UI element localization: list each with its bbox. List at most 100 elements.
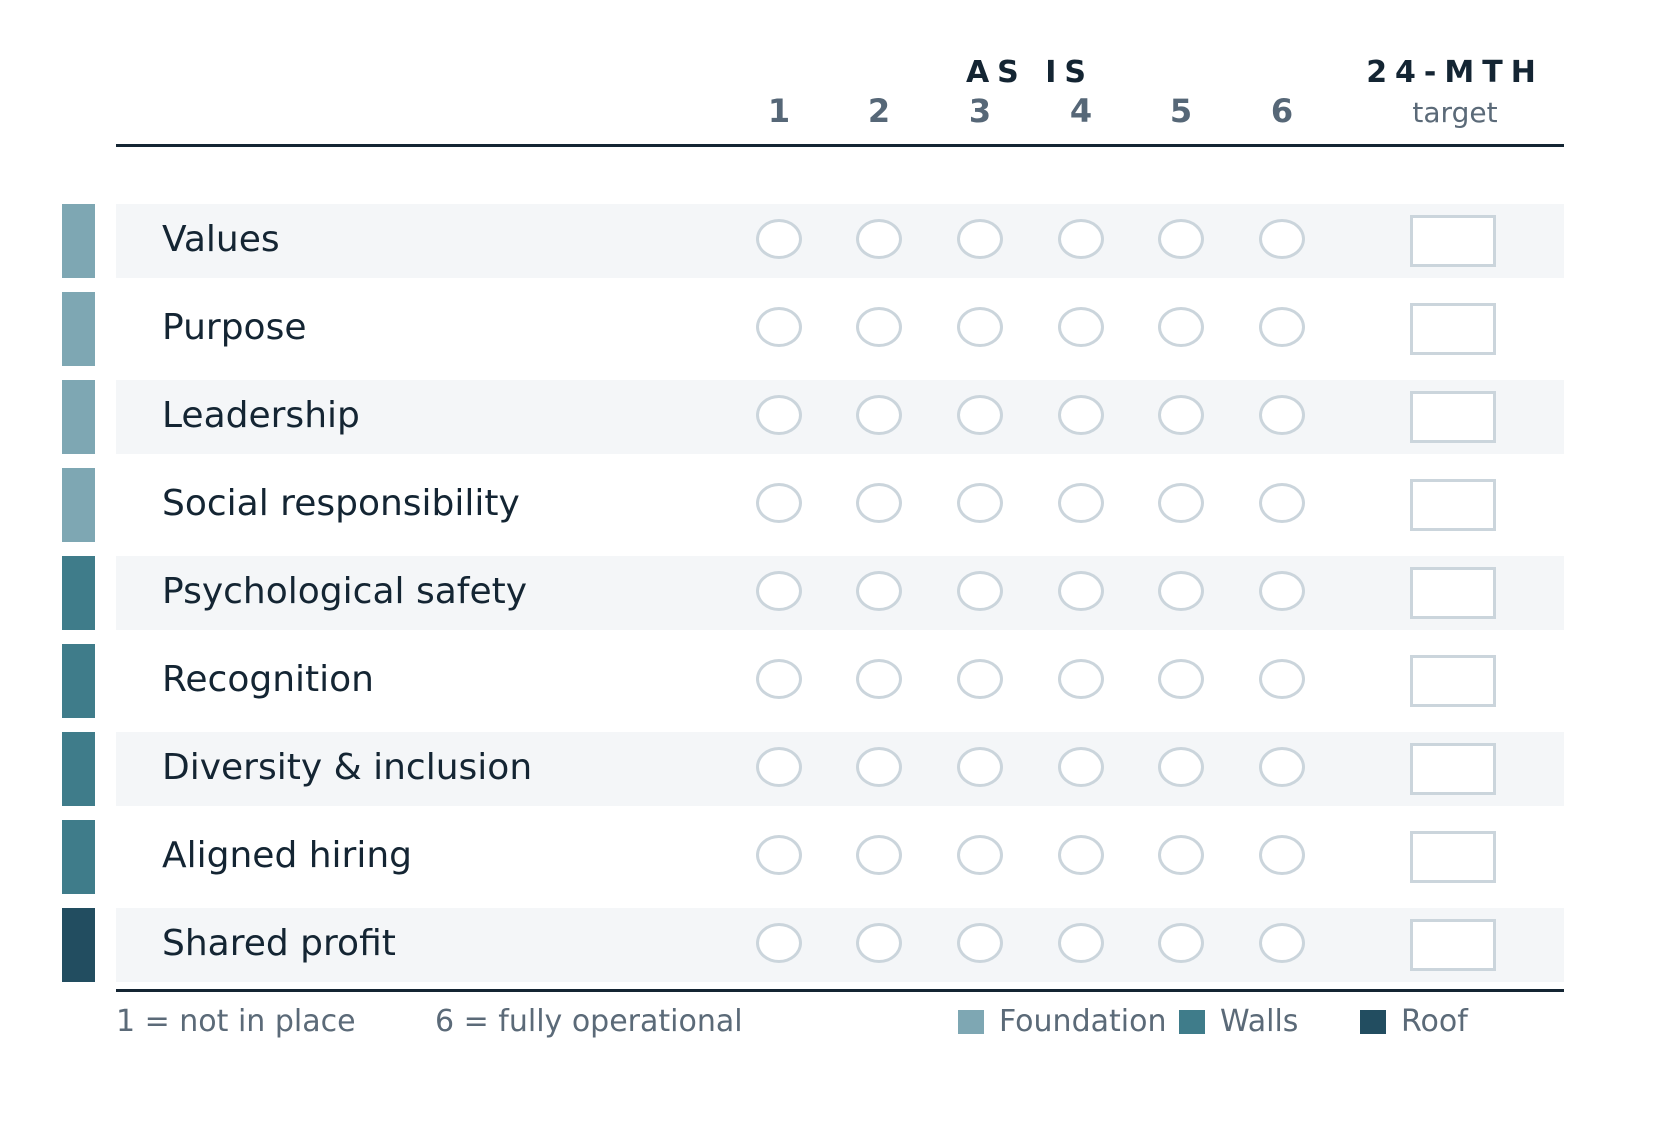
rating-radio-1[interactable]: [756, 219, 802, 259]
rating-radio-3[interactable]: [957, 923, 1003, 963]
rating-radio-2[interactable]: [856, 571, 902, 611]
rating-radio-4[interactable]: [1058, 307, 1104, 347]
rating-radio-4[interactable]: [1058, 483, 1104, 523]
target-input[interactable]: [1410, 215, 1496, 267]
rating-radio-2[interactable]: [856, 219, 902, 259]
legend-swatch-walls: [1179, 1010, 1205, 1034]
assessment-row-aligned-hiring: Aligned hiring: [62, 820, 1564, 894]
rating-radio-4[interactable]: [1058, 571, 1104, 611]
scale-number-4: 4: [1069, 92, 1093, 130]
assessment-row-shared-profit: Shared profit: [62, 908, 1564, 982]
rating-radio-1[interactable]: [756, 659, 802, 699]
assessment-row-recognition: Recognition: [62, 644, 1564, 718]
rating-radio-6[interactable]: [1259, 747, 1305, 787]
target-input[interactable]: [1410, 391, 1496, 443]
rating-radio-6[interactable]: [1259, 571, 1305, 611]
legend-swatch-roof: [1360, 1010, 1386, 1034]
rating-radio-1[interactable]: [756, 923, 802, 963]
rating-radio-6[interactable]: [1259, 219, 1305, 259]
rating-radio-5[interactable]: [1158, 747, 1204, 787]
scale-number-1: 1: [767, 92, 791, 130]
row-label: Social responsibility: [162, 483, 520, 524]
rating-radio-5[interactable]: [1158, 483, 1204, 523]
category-marker-foundation: [62, 292, 95, 366]
category-marker-foundation: [62, 468, 95, 542]
rating-radio-2[interactable]: [856, 307, 902, 347]
legend-label-foundation: Foundation: [999, 1004, 1167, 1039]
footer-rule: [116, 989, 1564, 992]
rating-radio-2[interactable]: [856, 835, 902, 875]
target-input[interactable]: [1410, 303, 1496, 355]
row-label: Values: [162, 219, 280, 260]
row-label: Diversity & inclusion: [162, 747, 533, 788]
rating-radio-1[interactable]: [756, 571, 802, 611]
target-input[interactable]: [1410, 479, 1496, 531]
rating-radio-4[interactable]: [1058, 835, 1104, 875]
rating-radio-4[interactable]: [1058, 923, 1104, 963]
rating-radio-5[interactable]: [1158, 395, 1204, 435]
scale-number-6: 6: [1270, 92, 1294, 130]
rating-radio-3[interactable]: [957, 307, 1003, 347]
rating-radio-6[interactable]: [1259, 659, 1305, 699]
assessment-row-diversity-and-inclusion: Diversity & inclusion: [62, 732, 1564, 806]
category-marker-foundation: [62, 380, 95, 454]
scale-number-5: 5: [1169, 92, 1193, 130]
rating-radio-5[interactable]: [1158, 659, 1204, 699]
rating-radio-3[interactable]: [957, 571, 1003, 611]
target-input[interactable]: [1410, 567, 1496, 619]
rating-radio-5[interactable]: [1158, 219, 1204, 259]
rating-radio-2[interactable]: [856, 483, 902, 523]
scale-number-3: 3: [968, 92, 992, 130]
rating-radio-1[interactable]: [756, 307, 802, 347]
category-marker-walls: [62, 644, 95, 718]
legend-label-walls: Walls: [1220, 1004, 1299, 1039]
category-marker-roof: [62, 908, 95, 982]
assessment-row-values: Values: [62, 204, 1564, 278]
category-marker-walls: [62, 732, 95, 806]
rating-radio-6[interactable]: [1259, 923, 1305, 963]
rating-radio-5[interactable]: [1158, 835, 1204, 875]
rating-radio-2[interactable]: [856, 395, 902, 435]
rating-radio-1[interactable]: [756, 835, 802, 875]
category-marker-walls: [62, 556, 95, 630]
rating-radio-2[interactable]: [856, 923, 902, 963]
rating-radio-3[interactable]: [957, 483, 1003, 523]
rating-radio-6[interactable]: [1259, 395, 1305, 435]
legend-label-roof: Roof: [1401, 1004, 1468, 1039]
row-label: Aligned hiring: [162, 835, 413, 876]
rating-radio-1[interactable]: [756, 483, 802, 523]
rating-radio-6[interactable]: [1259, 307, 1305, 347]
rating-radio-4[interactable]: [1058, 395, 1104, 435]
rating-radio-4[interactable]: [1058, 747, 1104, 787]
rating-radio-6[interactable]: [1259, 483, 1305, 523]
rating-radio-3[interactable]: [957, 747, 1003, 787]
row-label: Psychological safety: [162, 571, 528, 612]
target-input[interactable]: [1410, 831, 1496, 883]
rating-radio-3[interactable]: [957, 659, 1003, 699]
rating-radio-1[interactable]: [756, 747, 802, 787]
target-input[interactable]: [1410, 655, 1496, 707]
assessment-row-social-responsibility: Social responsibility: [62, 468, 1564, 542]
row-label: Recognition: [162, 659, 374, 700]
rating-radio-6[interactable]: [1259, 835, 1305, 875]
rating-radio-5[interactable]: [1158, 923, 1204, 963]
target-input[interactable]: [1410, 743, 1496, 795]
rating-radio-4[interactable]: [1058, 219, 1104, 259]
rating-radio-2[interactable]: [856, 747, 902, 787]
assessment-row-psychological-safety: Psychological safety: [62, 556, 1564, 630]
rating-radio-5[interactable]: [1158, 307, 1204, 347]
header-rule: [116, 144, 1564, 147]
rating-radio-5[interactable]: [1158, 571, 1204, 611]
row-label: Leadership: [162, 395, 360, 436]
rating-radio-4[interactable]: [1058, 659, 1104, 699]
assessment-row-leadership: Leadership: [62, 380, 1564, 454]
rating-radio-1[interactable]: [756, 395, 802, 435]
rating-radio-3[interactable]: [957, 219, 1003, 259]
row-label: Purpose: [162, 307, 307, 348]
rating-radio-3[interactable]: [957, 395, 1003, 435]
row-label: Shared profit: [162, 923, 396, 964]
target-input[interactable]: [1410, 919, 1496, 971]
rating-radio-3[interactable]: [957, 835, 1003, 875]
category-marker-walls: [62, 820, 95, 894]
rating-radio-2[interactable]: [856, 659, 902, 699]
